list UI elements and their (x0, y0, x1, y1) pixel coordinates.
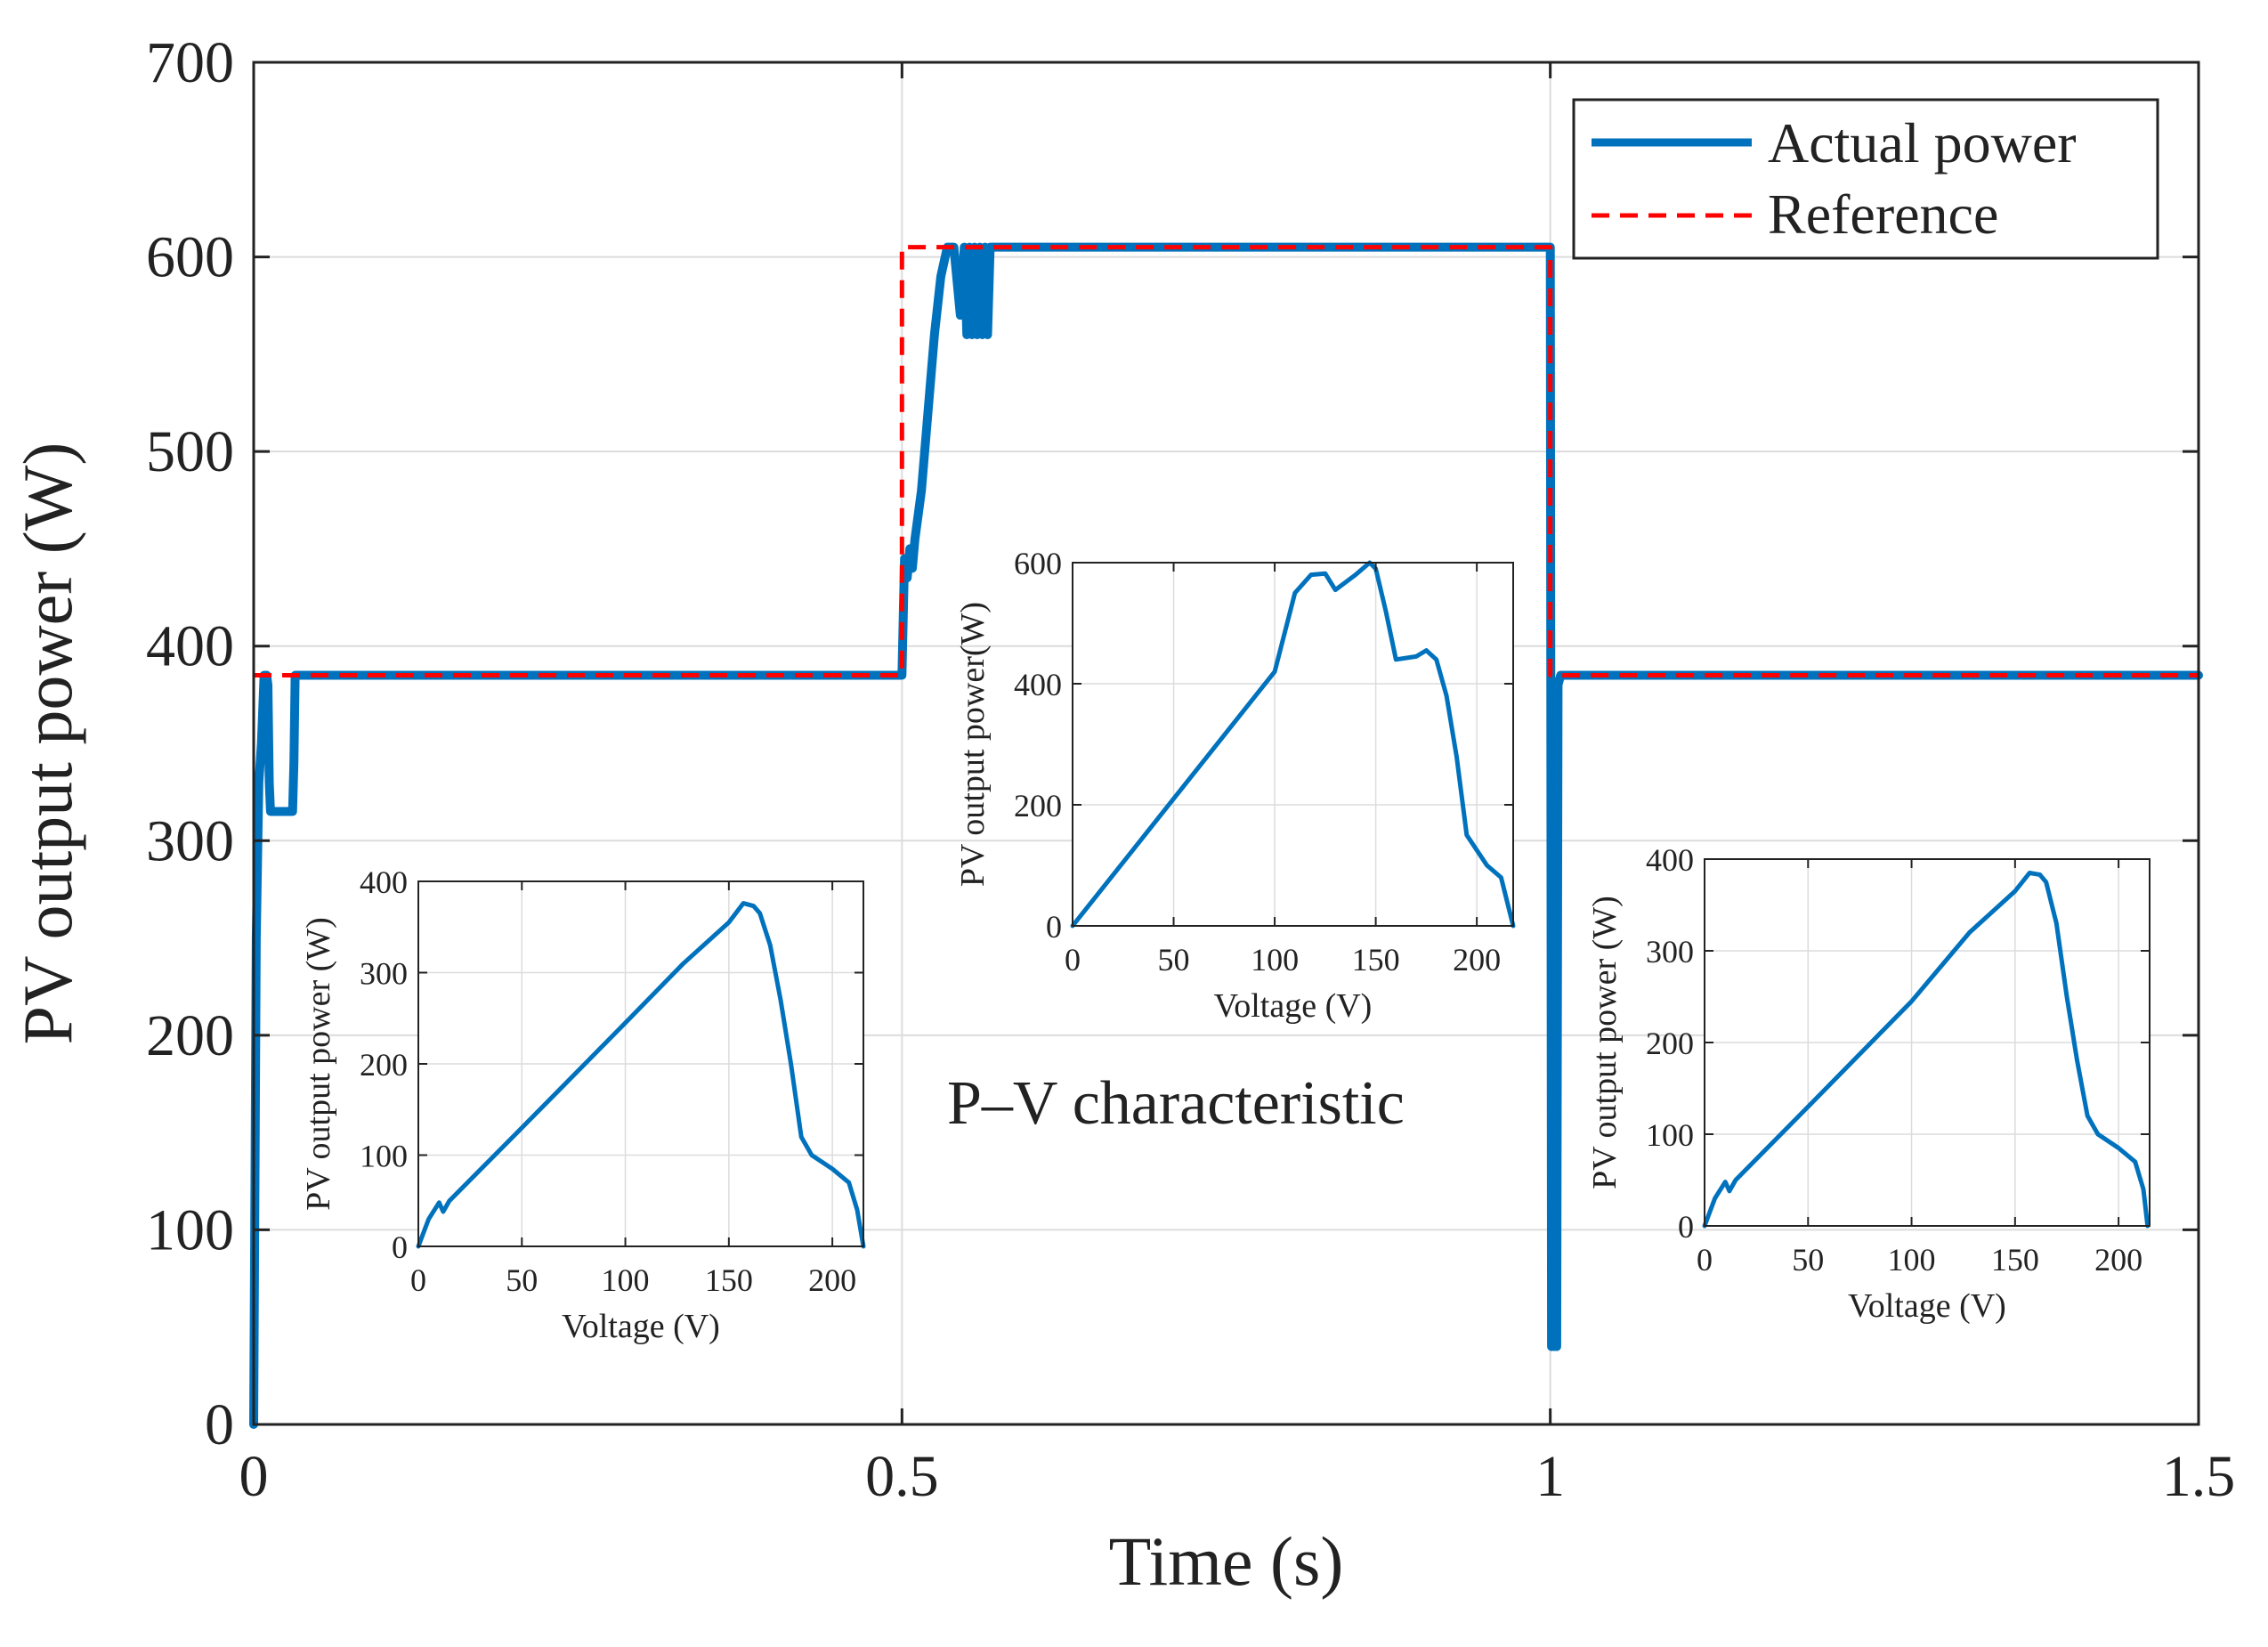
x-tick-label: 200 (2094, 1242, 2142, 1278)
y-tick-label: 100 (146, 1197, 234, 1262)
series-line (416, 901, 866, 1249)
x-tick-label: 0 (239, 1444, 269, 1509)
y-tick-label: 300 (146, 808, 234, 873)
y-tick-label: 400 (146, 614, 234, 679)
series-line-actual-power (249, 242, 2203, 1429)
x-axis-label: Time (s) (1109, 1522, 1344, 1600)
x-tick-label: 50 (1158, 942, 1190, 978)
plot-area (1073, 563, 1513, 926)
x-tick-label: 50 (1792, 1242, 1824, 1278)
x-axis-label: Voltage (V) (562, 1308, 720, 1345)
legend-label-reference: Reference (1768, 183, 1998, 246)
y-tick-label: 400 (360, 864, 408, 900)
y-axis-label: PV output power (W) (9, 442, 86, 1045)
x-tick-label: 0.5 (865, 1444, 939, 1509)
x-tick-label: 0 (1697, 1242, 1713, 1278)
y-tick-label: 300 (1646, 934, 1694, 970)
legend-label-actual-power: Actual power (1768, 111, 2077, 174)
y-tick-label: 500 (146, 419, 234, 484)
y-tick-label: 400 (1646, 842, 1694, 878)
y-tick-label: 200 (1646, 1026, 1694, 1061)
x-tick-label: 1.5 (2162, 1444, 2236, 1509)
x-tick-label: 0 (1065, 942, 1081, 978)
y-tick-label: 300 (360, 956, 408, 992)
x-tick-label: 150 (1352, 942, 1400, 978)
x-tick-label: 1 (1535, 1444, 1565, 1509)
y-axis-label: PV output power (W) (300, 917, 337, 1211)
x-axis-label: Voltage (V) (1848, 1287, 2006, 1325)
y-tick-label: 400 (1014, 667, 1062, 702)
axes-frame (1072, 562, 1514, 927)
x-axis-label: Voltage (V) (1214, 987, 1373, 1025)
series-line (1070, 560, 1516, 929)
x-tick-label: 100 (1251, 942, 1299, 978)
y-tick-label: 200 (1014, 788, 1062, 824)
y-tick-label: 0 (1046, 909, 1062, 945)
y-tick-label: 200 (146, 1003, 234, 1068)
y-tick-label: 600 (1014, 546, 1062, 581)
y-axis-label: PV output power (W) (1586, 896, 1624, 1189)
x-tick-label: 200 (808, 1262, 856, 1298)
y-tick-label: 200 (360, 1047, 408, 1083)
y-tick-label: 0 (1678, 1209, 1694, 1245)
axes-frame (252, 61, 2200, 1426)
inset-left: 0 50 100 150 200 0 100 200 300 400 Voltage (V) PV o… (300, 864, 866, 1345)
legend-box (1572, 98, 2159, 260)
x-tick-label: 50 (506, 1262, 538, 1298)
x-tick-label: 200 (1453, 942, 1501, 978)
series-line-reference (254, 245, 2199, 677)
y-tick-label: 700 (146, 30, 234, 95)
series-line (1702, 871, 2151, 1229)
x-tick-label: 150 (1991, 1242, 2039, 1278)
y-tick-label: 100 (360, 1139, 408, 1174)
inset-right: 0 50 100 150 200 0 100 200 300 400 Voltage (V) PV o… (1586, 842, 2151, 1325)
y-tick-label: 100 (1646, 1117, 1694, 1153)
x-tick-label: 150 (705, 1262, 753, 1298)
y-axis-label: PV output power(W) (954, 602, 992, 887)
x-tick-label: 0 (410, 1262, 426, 1298)
y-tick-label: 0 (205, 1392, 234, 1457)
x-tick-label: 100 (602, 1262, 650, 1298)
y-tick-label: 0 (392, 1229, 408, 1265)
y-tick-label: 600 (146, 225, 234, 290)
x-tick-label: 100 (1888, 1242, 1936, 1278)
pv-characteristic-annotation: P–V characteristic (947, 1069, 1405, 1138)
inset-middle: 0 50 100 150 200 0 200 400 600 Voltage (V) PV outp… (954, 546, 1516, 1025)
legend: Actual power Reference (1572, 98, 2159, 260)
